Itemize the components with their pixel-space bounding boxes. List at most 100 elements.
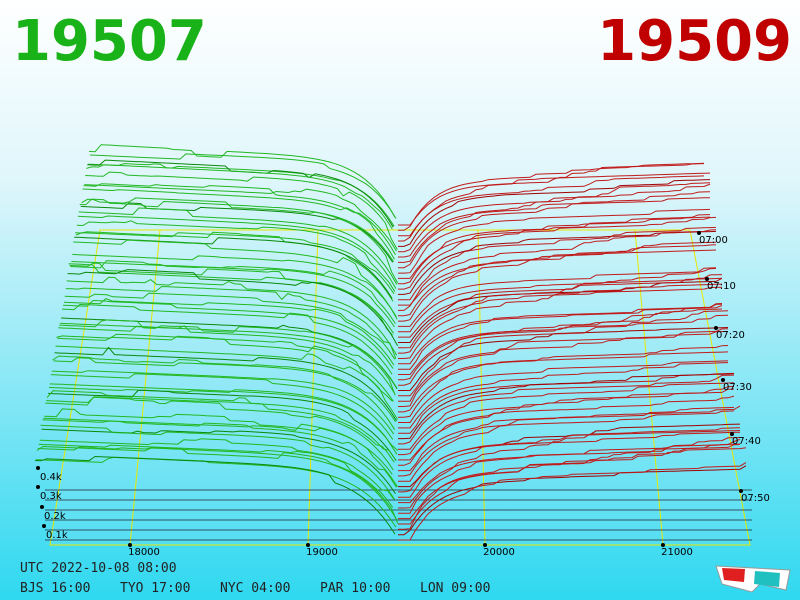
bid-curve xyxy=(85,171,398,250)
bid-curve xyxy=(55,345,398,420)
ask-price: 19509 xyxy=(597,9,792,74)
bid-curve xyxy=(64,292,396,360)
bid-curve xyxy=(78,207,398,285)
floor xyxy=(49,229,751,546)
bid-curve xyxy=(52,355,396,430)
tick-dot xyxy=(697,231,701,235)
bid-curve xyxy=(89,153,397,219)
ask-curve xyxy=(398,191,711,258)
bid-curve xyxy=(59,319,396,396)
ask-curve xyxy=(398,175,705,237)
glasses-icon xyxy=(715,565,791,593)
bid-curve xyxy=(56,333,393,402)
ask-curve xyxy=(398,226,717,301)
tick-dot xyxy=(739,489,743,493)
bid-curve xyxy=(48,386,398,455)
bid-curve xyxy=(83,183,396,255)
price-label: 19000 xyxy=(306,547,338,558)
bid-curve xyxy=(76,220,396,292)
time-label: 07:20 xyxy=(716,330,745,341)
tick-dot xyxy=(705,277,709,281)
bid-curve xyxy=(41,428,396,494)
ask-curve xyxy=(398,310,729,397)
ask-curve xyxy=(398,430,741,493)
ask-curve xyxy=(398,216,717,290)
ask-curve xyxy=(398,388,735,466)
ask-curve xyxy=(398,183,711,263)
ask-curve xyxy=(398,447,747,530)
bid-curve xyxy=(72,253,397,317)
floor-line xyxy=(634,229,664,546)
bid-curve xyxy=(66,276,398,356)
tick-dot xyxy=(483,543,487,547)
bid-curve xyxy=(50,373,394,440)
ask-curve xyxy=(398,431,741,498)
ask-curve xyxy=(398,465,747,536)
tick-dot xyxy=(721,378,725,382)
ask-curve xyxy=(398,345,729,418)
bid-curve xyxy=(46,390,396,460)
bid-curve xyxy=(68,263,393,336)
ask-curve xyxy=(398,208,711,274)
ask-curve xyxy=(398,303,723,381)
ask-curve xyxy=(398,443,741,525)
ask-curve xyxy=(398,249,717,322)
tick-dot xyxy=(42,524,46,528)
ask-curve xyxy=(398,303,723,370)
bid-curve xyxy=(51,370,395,435)
zone-time: TYO 17:00 xyxy=(120,581,190,596)
bid-curve xyxy=(35,456,397,528)
ask-curve xyxy=(398,163,705,231)
bid-curve xyxy=(54,346,398,422)
bid-curve xyxy=(63,298,395,366)
bid-curve xyxy=(84,184,397,252)
bid-curve xyxy=(37,446,399,524)
bid-curve xyxy=(86,164,393,230)
ask-curve xyxy=(398,267,717,327)
ask-curve xyxy=(398,351,729,413)
bid-curve xyxy=(57,335,394,402)
ask-curve xyxy=(398,179,711,247)
bid-curve xyxy=(40,424,396,500)
ask-curve xyxy=(398,395,735,461)
time-label: 07:50 xyxy=(741,493,770,504)
tick-dot xyxy=(730,432,734,436)
ask-curve xyxy=(398,277,723,349)
depth-label: 0.4k xyxy=(40,472,62,483)
tick-dot xyxy=(36,466,40,470)
depth-label: 0.3k xyxy=(40,491,62,502)
bid-curve xyxy=(79,198,399,284)
bid-curve xyxy=(34,455,396,535)
bid-curve xyxy=(45,396,394,471)
zone-time: NYC 04:00 xyxy=(220,581,290,596)
bid-curve xyxy=(73,239,398,320)
bid-curve xyxy=(58,325,395,394)
ask-curve xyxy=(398,308,723,375)
ask-curve xyxy=(398,405,741,482)
bid-curve xyxy=(60,322,397,388)
scene xyxy=(34,144,752,546)
bid-curve xyxy=(71,261,396,324)
bid-curve xyxy=(48,389,397,461)
bid-curve xyxy=(42,419,397,488)
ask-curve xyxy=(398,410,735,477)
ask-curve xyxy=(398,214,711,279)
ask-curve xyxy=(398,229,717,311)
ask-curve xyxy=(398,362,729,429)
bid-curve xyxy=(65,285,397,359)
bid-curve xyxy=(77,215,397,289)
ask-curve xyxy=(398,437,741,514)
tick-dot xyxy=(306,543,310,547)
ask-curve xyxy=(398,172,711,242)
ask-curve xyxy=(398,283,723,359)
bid-curve xyxy=(62,299,394,369)
bid-curve xyxy=(43,417,398,488)
tick-dot xyxy=(714,326,718,330)
bid-curve xyxy=(75,232,395,295)
ask-curve xyxy=(398,244,717,306)
zone-time: PAR 10:00 xyxy=(320,581,390,596)
ask-curve xyxy=(398,216,711,285)
floor-line xyxy=(477,229,486,546)
ask-curve xyxy=(398,182,711,253)
